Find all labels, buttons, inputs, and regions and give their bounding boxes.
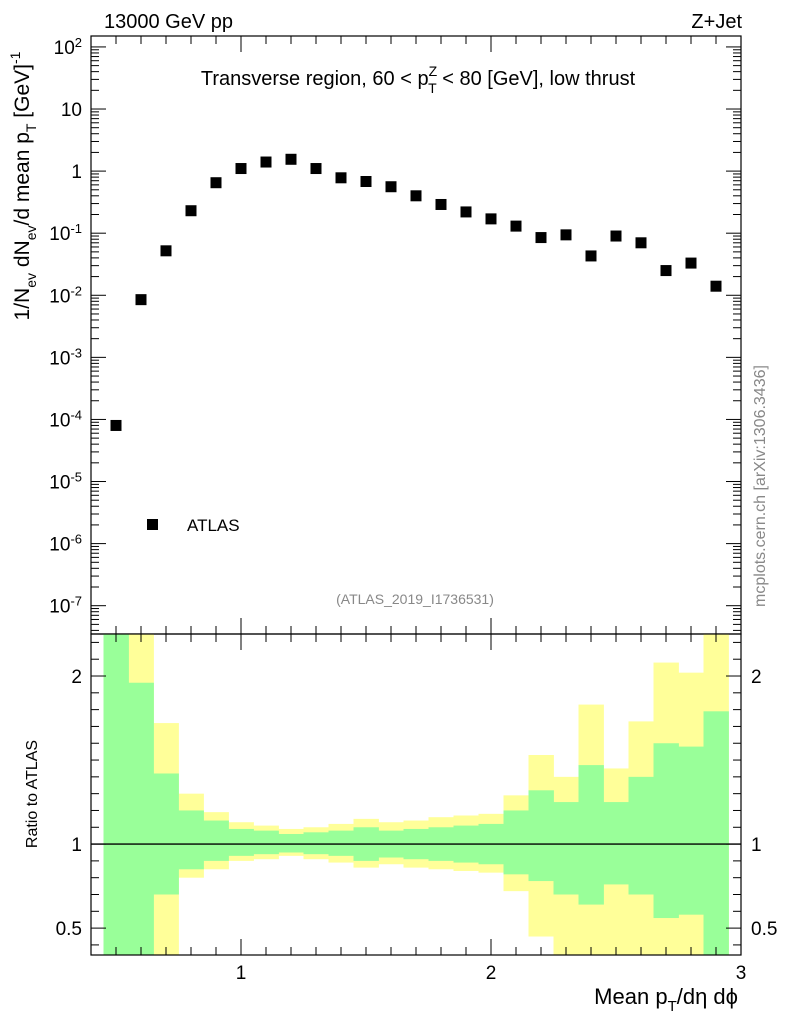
ratio-y-tick-label-right: 0.5 xyxy=(751,919,777,940)
side-label: mcplots.cern.ch [arXiv:1306.3436] xyxy=(752,365,769,607)
stat-uncertainty-bin xyxy=(628,776,654,895)
data-point xyxy=(110,419,122,431)
data-point xyxy=(385,181,397,193)
legend-marker xyxy=(147,519,158,530)
data-point xyxy=(410,190,422,202)
data-point xyxy=(160,245,172,257)
data-point xyxy=(310,163,322,175)
y-tick-label: 10-3 xyxy=(49,345,82,370)
stat-uncertainty-bin xyxy=(103,634,129,955)
data-point xyxy=(685,257,697,269)
stat-uncertainty-bin xyxy=(253,830,279,855)
y-tick-label: 10-5 xyxy=(49,469,82,494)
y-tick-label: 10-6 xyxy=(49,531,82,556)
y-tick-label: 102 xyxy=(54,34,82,59)
ratio-y-axis-label: Ratio to ATLAS xyxy=(24,740,41,848)
data-point xyxy=(460,206,472,218)
stat-uncertainty-bin xyxy=(328,830,354,856)
stat-uncertainty-bin xyxy=(503,810,529,875)
legend-label: ATLAS xyxy=(187,516,240,535)
x-axis-label: Mean pT/dη dϕ xyxy=(594,984,738,1015)
stat-uncertainty-bin xyxy=(128,682,154,955)
stat-uncertainty-bin xyxy=(603,802,629,885)
ratio-panel: 0.5 0.5 1 1 2 2 1 2 3 xyxy=(56,633,777,984)
y-tick-label: 10-7 xyxy=(49,593,82,618)
data-point xyxy=(335,172,347,184)
uncertainty-bands xyxy=(103,634,729,955)
data-point xyxy=(560,229,572,241)
stat-uncertainty-bin xyxy=(553,802,579,895)
data-point xyxy=(510,220,522,232)
data-point xyxy=(360,176,372,188)
analysis-annotation: (ATLAS_2019_I1736531) xyxy=(336,591,494,607)
x-tick-label: 2 xyxy=(486,963,497,984)
y-tick-label: 1 xyxy=(71,162,82,183)
data-point xyxy=(535,232,547,244)
data-point xyxy=(610,230,622,242)
data-point xyxy=(635,237,647,249)
stat-uncertainty-bin xyxy=(278,833,304,853)
ratio-y-tick-label-right: 1 xyxy=(751,835,762,856)
data-point xyxy=(435,198,447,210)
ratio-y-tick-label: 2 xyxy=(71,667,82,688)
y-tick-label: 10 xyxy=(61,100,82,121)
data-point xyxy=(235,163,247,175)
y-tick-label: 10-4 xyxy=(49,407,82,432)
data-point xyxy=(260,156,272,168)
main-panel: 10-7 10-6 10-5 10-4 10-3 10-2 10-1 1 10 102 xyxy=(49,34,742,635)
main-frame xyxy=(90,35,742,635)
main-title: Transverse region, 60 < pZ T < 80 [GeV], … xyxy=(201,63,636,96)
stat-uncertainty-bin xyxy=(528,790,554,882)
data-point xyxy=(285,153,297,165)
stat-uncertainty-bin xyxy=(203,820,229,861)
x-tick-label: 3 xyxy=(736,963,747,984)
data-point xyxy=(485,213,497,225)
main-y-axis-label: 1/Nev dNev/d mean pT [GeV]-1 xyxy=(7,51,39,320)
y-tick-label: 10-2 xyxy=(49,283,82,308)
data-point xyxy=(135,294,147,306)
ratio-y-tick-label-right: 2 xyxy=(751,667,762,688)
ratio-y-tick-label: 1 xyxy=(71,835,82,856)
stat-uncertainty-bin xyxy=(178,810,204,870)
ratio-y-tick-label: 0.5 xyxy=(56,919,82,940)
stat-uncertainty-bin xyxy=(678,746,704,915)
energy-label: 13000 GeV pp xyxy=(104,11,233,33)
data-point xyxy=(710,280,722,292)
data-point xyxy=(660,265,672,277)
stat-uncertainty-bin xyxy=(653,743,679,919)
process-label: Z+Jet xyxy=(691,11,742,33)
x-tick-label: 1 xyxy=(236,963,247,984)
stat-uncertainty-bin xyxy=(303,832,329,855)
data-point xyxy=(585,250,597,262)
stat-uncertainty-bin xyxy=(228,828,254,856)
y-tick-label: 10-1 xyxy=(49,221,82,246)
stat-uncertainty-bin xyxy=(703,711,729,955)
stat-uncertainty-bin xyxy=(153,773,179,895)
stat-uncertainty-bin xyxy=(578,765,604,905)
data-point xyxy=(210,177,222,189)
data-point xyxy=(185,205,197,217)
